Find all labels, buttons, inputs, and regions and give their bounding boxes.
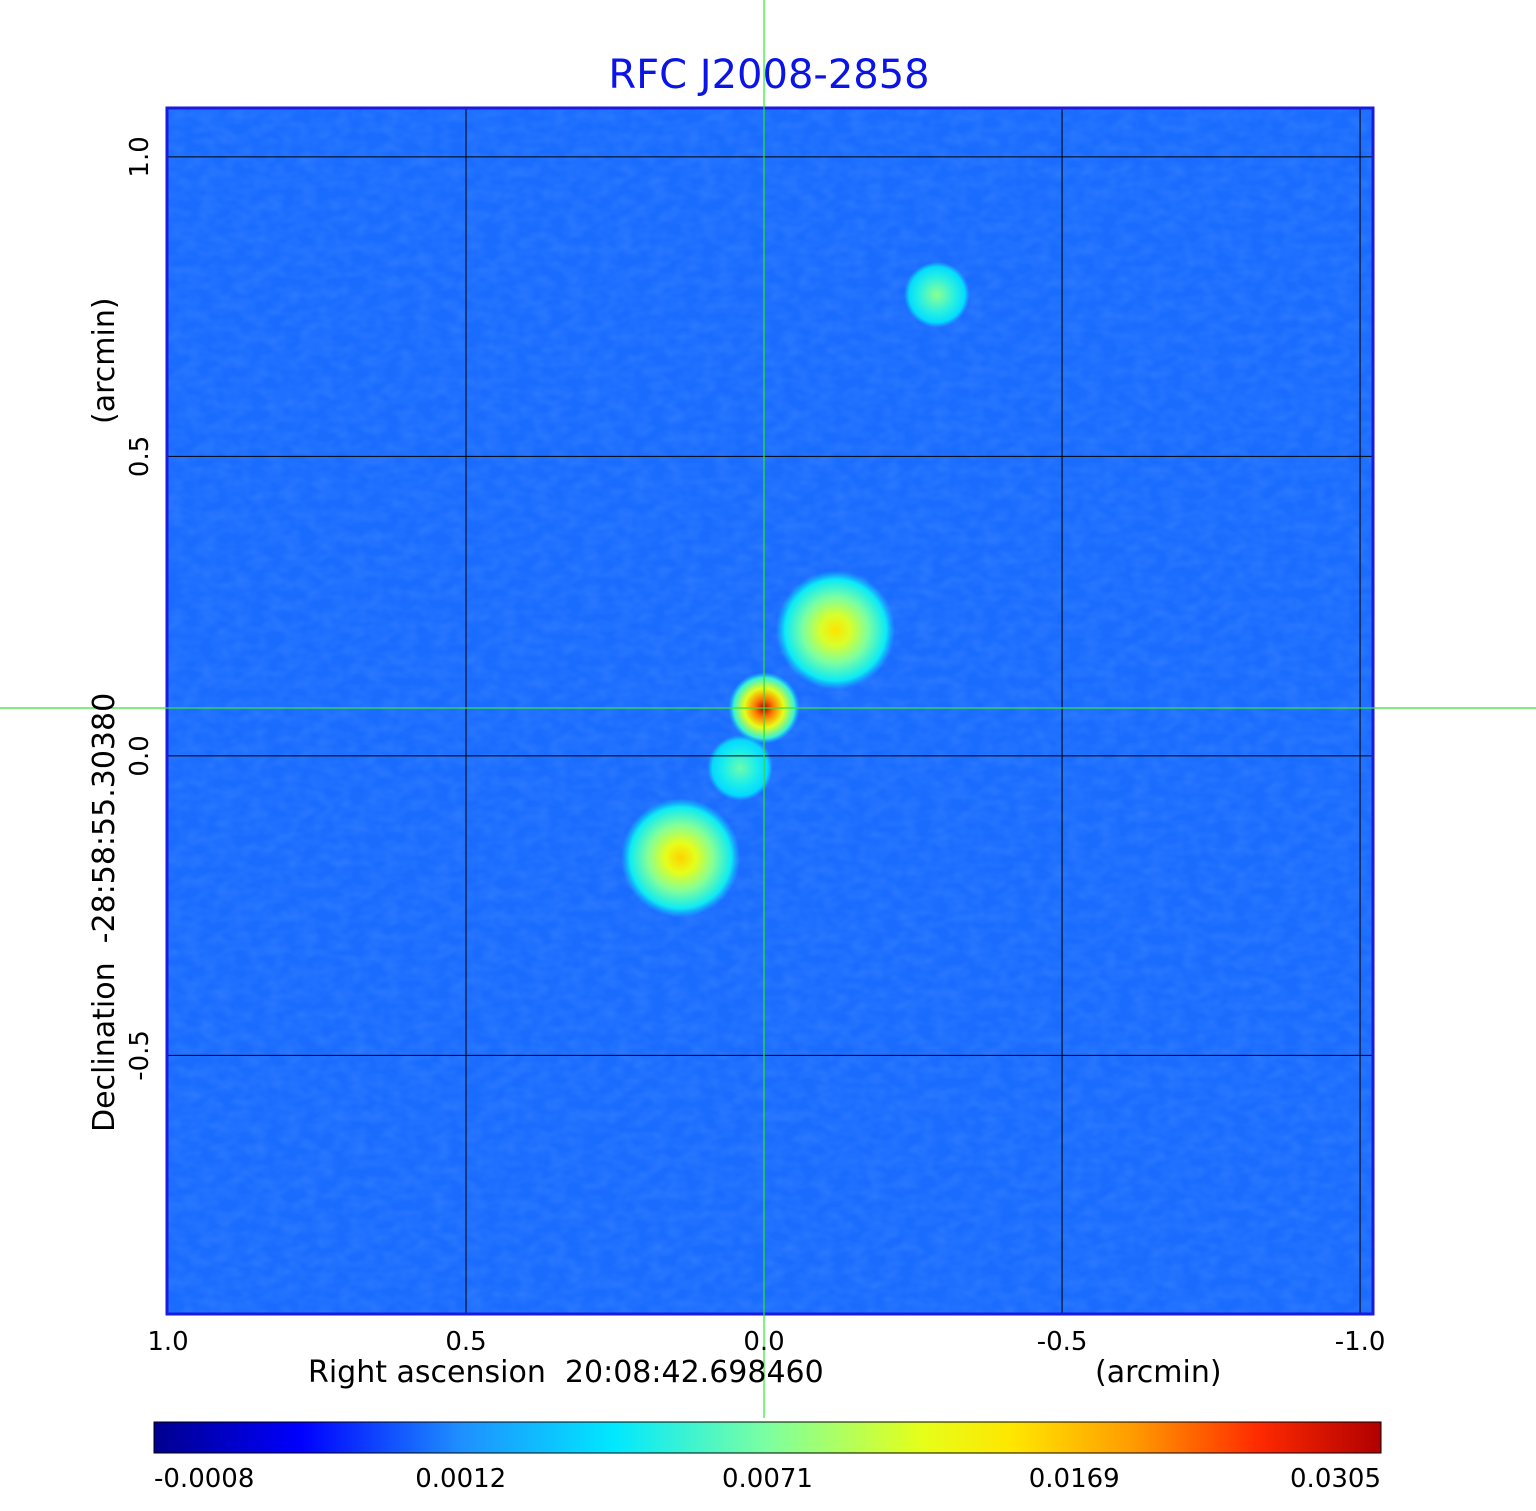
x-tick-label: -0.5 (1037, 1327, 1088, 1357)
plot-frame (165, 106, 1375, 1316)
y-tick-label: 1.0 (125, 136, 155, 177)
x-tick-label: 1.0 (147, 1327, 188, 1357)
y-axis-unit: (arcmin) (87, 297, 122, 424)
colorbar (153, 1421, 1382, 1454)
y-tick-label: -0.5 (125, 1030, 155, 1081)
y-tick-label: 0.5 (125, 436, 155, 477)
plot-area (168, 109, 1372, 1313)
x-axis-unit: (arcmin) (1095, 1355, 1222, 1390)
y-axis-label: Declination -28:58:55.30380 (87, 693, 122, 1132)
x-tick-label: -1.0 (1335, 1327, 1386, 1357)
chart-title: RFC J2008-2858 (608, 52, 929, 98)
y-tick-labels: -0.5 0.0 0.5 1.0 (125, 136, 155, 1081)
colorbar-tick-label: 0.0071 (722, 1464, 813, 1494)
x-tick-label: 0.5 (445, 1327, 486, 1357)
x-tick-label: 0.0 (743, 1327, 784, 1357)
x-tick-labels: 1.0 0.5 0.0 -0.5 -1.0 (147, 1327, 1385, 1357)
sources-layer (620, 261, 970, 918)
crosshair-layer (0, 0, 1536, 1418)
source-blob (620, 798, 741, 918)
x-axis-label: Right ascension 20:08:42.698460 (308, 1355, 824, 1390)
colorbar-tick-label: -0.0008 (154, 1464, 254, 1494)
source-blob (775, 570, 896, 690)
colorbar-tick-label: 0.0305 (1290, 1464, 1381, 1494)
colorbar-tick-label: 0.0012 (415, 1464, 506, 1494)
source-blob (904, 261, 970, 328)
y-tick-label: 0.0 (125, 735, 155, 776)
source-blob (707, 735, 773, 801)
colorbar-tick-labels: -0.0008 0.0012 0.0071 0.0169 0.0305 (154, 1464, 1381, 1494)
colorbar-tick-label: 0.0169 (1029, 1464, 1120, 1494)
